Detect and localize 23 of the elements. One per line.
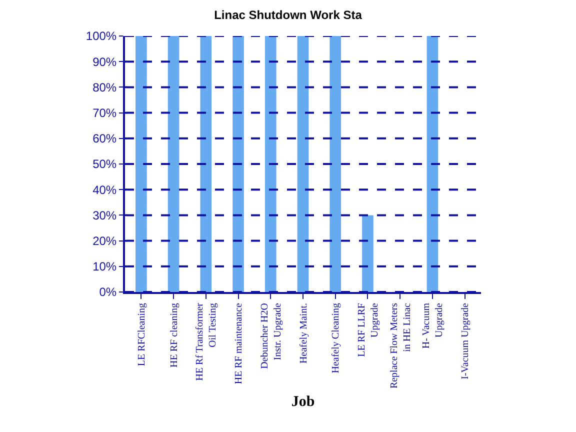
- y-tick-label: 70%: [92, 106, 117, 120]
- x-tick-label: LE RF LLRF Upgrade: [356, 302, 380, 357]
- y-tick-label: 0%: [99, 285, 117, 300]
- x-tick-label: HE RF maintenance: [234, 302, 245, 384]
- y-tick-label: 30%: [92, 208, 117, 222]
- x-tick-label: Replace Flow Meters in HE Linac: [388, 302, 413, 389]
- y-tick-label: 100%: [86, 29, 117, 44]
- x-tick-label: HE RF cleaning: [168, 303, 180, 368]
- x-tick-label: I-Vacuum Upgrade: [460, 302, 472, 380]
- y-tick-label: 10%: [92, 260, 117, 274]
- y-tick-label: 20%: [92, 234, 117, 248]
- y-tick-label: 50%: [92, 157, 117, 172]
- x-tick-label: Heafely Maint.: [298, 303, 310, 364]
- x-axis-title: Job: [291, 394, 315, 410]
- x-tick-label: Heafely Cleaning: [330, 303, 342, 374]
- x-tick-label: Debuncher H2O Instr. Upgrade: [259, 302, 284, 369]
- x-tick-label: HE Rf Transformer Oil Testing: [194, 302, 219, 381]
- y-tick-label: 80%: [92, 80, 117, 94]
- y-tick-label: 60%: [92, 132, 117, 146]
- y-tick-label: 90%: [92, 54, 117, 69]
- y-tick-label: 40%: [92, 182, 117, 197]
- x-tick-label: LE RFCleaning: [136, 303, 148, 366]
- chart-title: Linac Shutdown Work Sta: [214, 8, 362, 22]
